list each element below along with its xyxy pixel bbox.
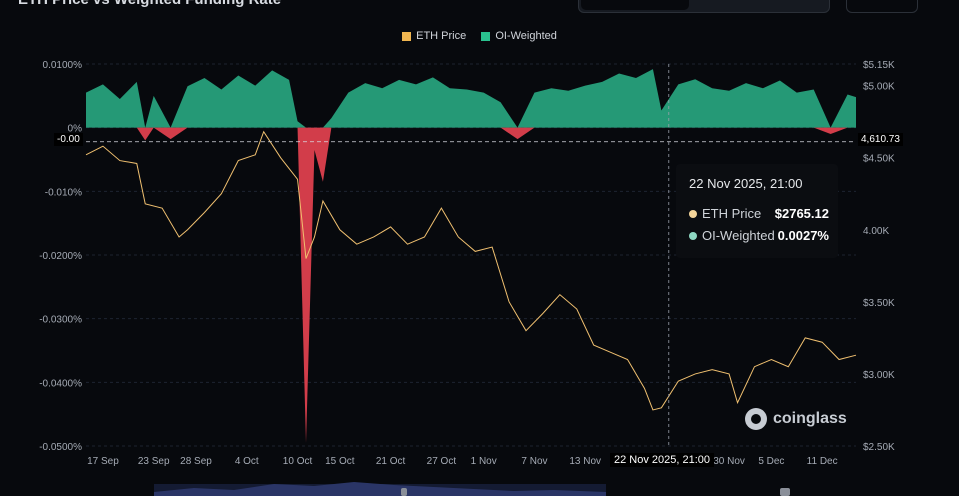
y-right-tick-label: $3.00K [863,370,895,381]
tooltip-dot-oi-weighted [689,232,697,240]
oi-weighted-positive-area [86,69,856,128]
x-tick-label: 1 Nov [471,456,497,467]
tooltip-row-eth-price: ETH Price $2765.12 [689,206,829,221]
tooltip-title: 22 Nov 2025, 21:00 [689,176,803,191]
y-right-tick-label: 4.00K [863,226,889,237]
x-tick-label: 23 Sep [138,456,170,467]
coinglass-logo-icon [745,408,767,430]
tooltip-dot-eth-price [689,210,697,218]
y-right-tick-label: $5.00K [863,82,895,93]
navigator-area [154,482,606,496]
tooltip-label: ETH Price [702,206,762,221]
x-tick-label: 13 Nov [569,456,601,467]
legend-item-oi-weighted[interactable]: OI-Weighted [481,30,557,42]
tooltip-row-oi-weighted: OI-Weighted 0.0027% [689,228,829,243]
x-tick-label: 15 Oct [325,456,355,467]
y-right-tick-label: $2.50K [863,442,895,453]
options-button[interactable] [846,0,918,13]
tooltip-value: $2765.12 [774,206,829,221]
navigator-handle-left[interactable] [401,488,407,496]
price-tag: 4,610.73 [858,133,903,146]
x-tick-label: 30 Nov [713,456,745,467]
watermark: coinglass [745,408,847,430]
y-left-tick-label: -0.0200% [39,251,82,262]
tooltip: 22 Nov 2025, 21:00 ETH Price $2765.12 OI… [676,164,838,258]
navigator-handle-right[interactable] [780,488,790,496]
legend-label: OI-Weighted [495,30,557,42]
x-tick-label: 27 Oct [427,456,457,467]
eth-price-line [85,130,857,411]
y-right-tick-label: $3.50K [863,298,895,309]
tooltip-label: OI-Weighted [702,228,775,243]
x-tick-label: 4 Oct [235,456,259,467]
x-tick-label: 10 Oct [283,456,313,467]
x-tick-label: 7 Nov [521,456,547,467]
top-bar: ETH Price vs Weighted Funding Rate [0,0,959,14]
y-left-tick-label: 0% [68,124,83,135]
watermark-text: coinglass [773,410,847,427]
zero-tag: -0.00 [54,133,83,146]
grid [86,63,856,447]
y-right-tick-label: $5.15K [863,60,895,71]
legend-item-eth-price[interactable]: ETH Price [402,30,466,42]
y-left-tick-label: -0.0400% [39,378,82,389]
legend: ETH Price OI-Weighted [0,30,959,44]
x-tick-label: 21 Oct [376,456,406,467]
oi-weighted-series [86,69,856,443]
y-left-tick-label: -0.0300% [39,315,82,326]
range-navigator[interactable] [154,476,606,496]
y-left-tick-label: -0.0500% [39,442,82,453]
x-tick-label: 5 Dec [758,456,784,467]
overlays [86,64,856,446]
legend-label: ETH Price [416,30,467,42]
crosshair-x-label: 22 Nov 2025, 21:00 [610,453,715,467]
view-toggle-selected[interactable] [581,0,689,10]
y-left-tick-label: 0.0100% [43,60,83,71]
y-right-tick-label: $4.50K [863,154,895,165]
x-tick-label: 11 Dec [807,456,838,467]
view-toggle[interactable] [578,0,830,13]
x-tick-label: 17 Sep [87,456,119,467]
eth-price-series [85,130,857,411]
legend-swatch-eth-price [402,31,412,41]
legend-swatch-oi-weighted [481,31,491,41]
axes: 0.0100% 0% -0.010% -0.0200% -0.0300% -0.0400%… [39,60,895,467]
x-tick-label: 28 Sep [180,456,212,467]
chart-title: ETH Price vs Weighted Funding Rate [18,0,281,8]
tooltip-value: 0.0027% [777,228,829,243]
y-left-tick-label: -0.010% [45,187,82,198]
